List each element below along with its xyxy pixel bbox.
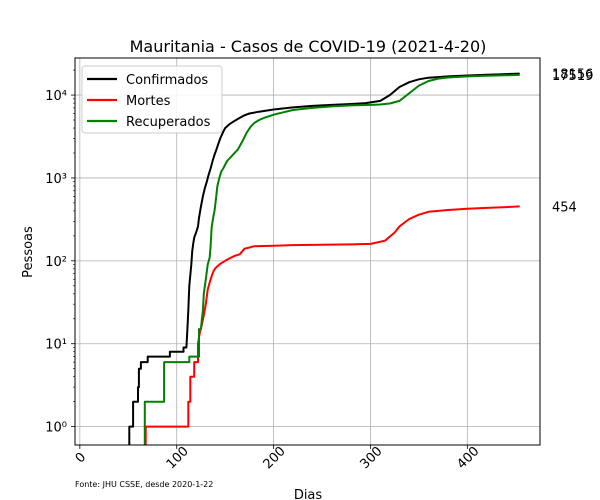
legend: Confirmados Mortes Recuperados <box>81 65 223 134</box>
series-line-recuperados <box>143 73 520 445</box>
x-tick-label: 200 <box>261 444 289 472</box>
series-lines <box>128 72 520 445</box>
x-axis-ticks: 0 100 200 300 400 <box>73 444 483 472</box>
end-label-recuperados: 17519 <box>552 69 593 84</box>
end-label-confirmados: 18156 <box>552 68 593 83</box>
plot-frame <box>74 57 541 446</box>
end-label-mortes: 454 <box>552 200 577 215</box>
source-note: Fonte: JHU CSSE, desde 2020-1-22 <box>75 480 213 489</box>
x-tick-label: 400 <box>454 444 482 472</box>
x-tick-label: 100 <box>164 444 192 472</box>
y-tick-label: 10² <box>45 255 67 270</box>
chart-title: Mauritania - Casos de COVID-19 (2021-4-2… <box>130 37 487 56</box>
legend-label: Confirmados <box>126 73 208 88</box>
y-tick-label: 10⁰ <box>45 421 67 436</box>
y-axis-ticks: 10⁰ 10¹ 10² 10³ 10⁴ <box>45 69 75 436</box>
x-axis-label: Dias <box>294 488 323 500</box>
legend-box <box>81 65 223 134</box>
x-tick-label: 0 <box>73 450 89 466</box>
y-tick-label: 10¹ <box>45 338 67 353</box>
legend-label: Mortes <box>126 94 171 109</box>
y-tick-label: 10³ <box>45 172 67 187</box>
y-axis-label: Pessoas <box>21 226 36 278</box>
series-line-mortes <box>144 205 520 445</box>
end-labels: 18156 454 17519 <box>552 68 593 216</box>
series-line-confirmados <box>128 72 520 445</box>
legend-label: Recuperados <box>126 115 211 130</box>
y-tick-label: 10⁴ <box>45 89 67 104</box>
x-tick-label: 300 <box>357 444 385 472</box>
